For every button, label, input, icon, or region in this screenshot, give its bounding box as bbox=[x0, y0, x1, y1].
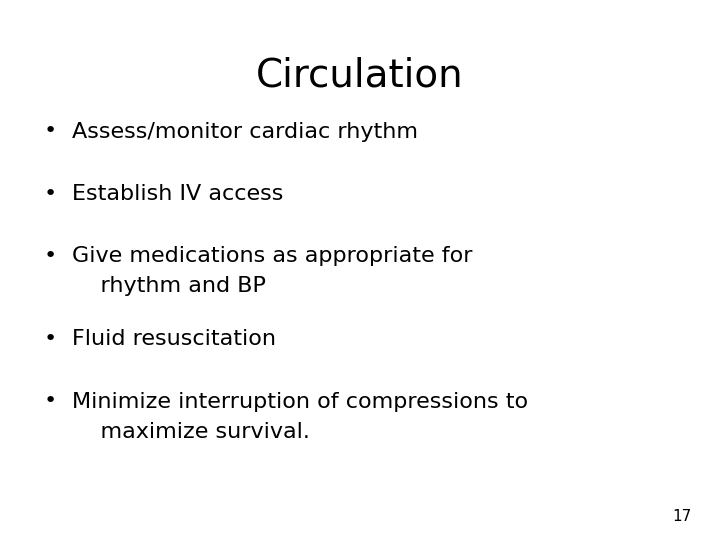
Text: Circulation: Circulation bbox=[256, 57, 464, 94]
Text: maximize survival.: maximize survival. bbox=[72, 422, 310, 442]
Text: •: • bbox=[44, 246, 57, 266]
Text: Fluid resuscitation: Fluid resuscitation bbox=[72, 329, 276, 349]
Text: Minimize interruption of compressions to: Minimize interruption of compressions to bbox=[72, 392, 528, 411]
Text: Assess/monitor cardiac rhythm: Assess/monitor cardiac rhythm bbox=[72, 122, 418, 141]
Text: rhythm and BP: rhythm and BP bbox=[72, 276, 266, 296]
Text: •: • bbox=[44, 329, 57, 349]
Text: •: • bbox=[44, 122, 57, 141]
Text: Give medications as appropriate for: Give medications as appropriate for bbox=[72, 246, 472, 266]
Text: 17: 17 bbox=[672, 509, 691, 524]
Text: •: • bbox=[44, 184, 57, 204]
Text: Establish IV access: Establish IV access bbox=[72, 184, 284, 204]
Text: •: • bbox=[44, 392, 57, 411]
